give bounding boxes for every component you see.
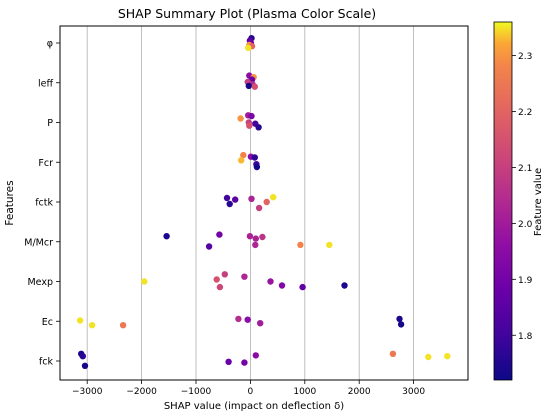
feature-label: φ	[47, 39, 53, 50]
shap-point	[79, 353, 87, 360]
shap-point	[267, 278, 274, 285]
shap-point	[252, 241, 259, 249]
shap-point	[245, 44, 252, 51]
feature-label: Ec	[42, 317, 53, 328]
shap-point	[216, 283, 224, 291]
colorbar-tick-label: 1.8	[518, 332, 533, 342]
data-points	[76, 35, 451, 369]
shap-point	[235, 315, 242, 323]
x-axis-label: SHAP value (impact on deflection δ)	[164, 401, 344, 412]
shap-point	[246, 233, 254, 240]
shap-point	[299, 283, 306, 291]
shap-point	[205, 243, 213, 250]
shap-point	[238, 157, 245, 164]
colorbar-ticks: 1.8 1.9 2.0 2.1 2.2 2.3	[512, 52, 533, 342]
shap-point	[326, 241, 333, 249]
shap-point	[213, 276, 220, 283]
shap-point	[263, 198, 270, 206]
shap-point	[389, 350, 397, 357]
shap-point	[216, 231, 223, 238]
shap-point	[297, 241, 304, 249]
shap-point	[252, 352, 259, 359]
shap-point	[76, 317, 84, 324]
shap-point	[341, 282, 348, 289]
y-axis-label: Features	[4, 180, 16, 225]
shap-point	[241, 359, 248, 366]
shap-point	[270, 194, 277, 201]
shap-point	[241, 273, 248, 280]
plot-frame	[59, 25, 469, 381]
shap-point	[248, 112, 255, 120]
shap-point	[251, 154, 258, 161]
shap-point	[232, 196, 239, 203]
feature-label: M/Mcr	[24, 237, 53, 248]
shap-point	[444, 353, 451, 360]
shap-point	[259, 233, 266, 241]
feature-label: Mexp	[27, 277, 53, 288]
shap-point	[119, 322, 127, 329]
shap-point	[221, 271, 228, 278]
feature-label: P	[47, 118, 53, 129]
shap-point	[237, 115, 244, 122]
shap-point	[225, 358, 232, 365]
shap-point	[246, 122, 253, 129]
shap-point	[223, 194, 231, 202]
colorbar-tick-label: 2.1	[518, 164, 532, 174]
colorbar-tick-label: 2.3	[518, 52, 532, 62]
shap-point	[255, 204, 263, 212]
x-tick-label: 3000	[402, 387, 425, 397]
shap-point	[226, 200, 233, 208]
shap-point	[252, 235, 259, 242]
shap-point	[425, 353, 432, 361]
x-tick-label: 1000	[293, 387, 316, 397]
shap-point	[88, 322, 96, 329]
x-tick-label: −2000	[126, 387, 157, 397]
colorbar	[493, 21, 513, 381]
shap-point	[81, 362, 89, 369]
y-axis-ticks: φ leff P Fcr fctk M/Mcr Mexp Ec fck	[24, 39, 60, 368]
shap-point	[248, 195, 255, 202]
shap-point	[251, 83, 258, 90]
x-tick-label: −3000	[72, 387, 103, 397]
shap-point	[397, 321, 405, 328]
colorbar-tick-label: 2.2	[518, 108, 532, 118]
shap-point	[244, 316, 251, 323]
shap-point	[141, 278, 148, 285]
shap-point	[278, 282, 286, 289]
shap-point	[396, 315, 403, 323]
x-tick-label: −1000	[181, 387, 212, 397]
x-tick-label: 0	[248, 387, 254, 397]
shap-point	[257, 320, 264, 327]
chart-title: SHAP Summary Plot (Plasma Color Scale)	[118, 6, 376, 21]
colorbar-label: Feature value	[533, 168, 544, 236]
feature-label: fctk	[35, 198, 53, 209]
shap-point	[240, 151, 247, 159]
colorbar-tick-label: 2.0	[518, 220, 533, 230]
shap-point	[253, 163, 261, 171]
feature-label: Fcr	[38, 158, 53, 169]
colorbar-tick-label: 1.9	[518, 276, 533, 286]
feature-label: leff	[38, 78, 53, 89]
x-axis-ticks: −3000 −2000 −1000 0 1000 2000 3000	[72, 380, 425, 397]
shap-point	[163, 233, 170, 240]
shap-point	[255, 124, 262, 131]
feature-label: fck	[39, 357, 54, 368]
shap-point	[245, 82, 252, 90]
x-tick-label: 2000	[348, 387, 371, 397]
